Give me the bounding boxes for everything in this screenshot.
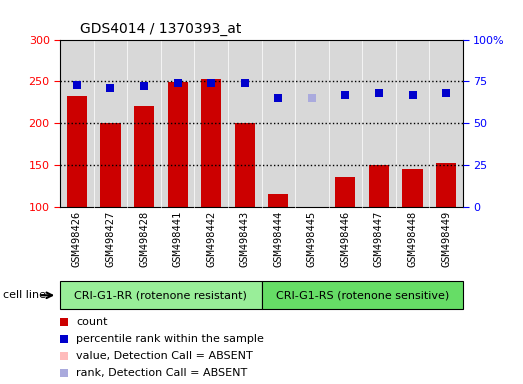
Bar (201, 79, 221, 207)
Text: percentile rank within the sample: percentile rank within the sample (76, 334, 264, 344)
Text: GSM498449: GSM498449 (441, 210, 451, 266)
Text: CRI-G1-RS (rotenone sensitive): CRI-G1-RS (rotenone sensitive) (276, 290, 449, 300)
Text: cell line: cell line (3, 290, 46, 300)
Text: rank, Detection Call = ABSENT: rank, Detection Call = ABSENT (76, 368, 247, 378)
Bar (60, 281, 262, 309)
Bar (167, 82, 188, 207)
Bar (134, 106, 154, 207)
Bar (235, 123, 255, 207)
Text: count: count (76, 317, 108, 327)
Bar (335, 177, 356, 207)
Bar (268, 194, 288, 207)
Text: GSM498427: GSM498427 (106, 210, 116, 266)
Text: CRI-G1-RR (rotenone resistant): CRI-G1-RR (rotenone resistant) (74, 290, 247, 300)
Text: value, Detection Call = ABSENT: value, Detection Call = ABSENT (76, 351, 253, 361)
Text: GSM498428: GSM498428 (139, 210, 149, 266)
Text: GSM498441: GSM498441 (173, 210, 183, 266)
Bar (403, 169, 423, 207)
Text: GSM498446: GSM498446 (340, 210, 350, 266)
Text: GSM498443: GSM498443 (240, 210, 249, 266)
Text: GDS4014 / 1370393_at: GDS4014 / 1370393_at (81, 22, 242, 36)
Bar (262, 281, 463, 309)
Text: GSM498448: GSM498448 (407, 210, 417, 266)
Bar (100, 123, 121, 207)
Text: GSM498447: GSM498447 (374, 210, 384, 266)
Bar (436, 163, 456, 207)
Text: GSM498442: GSM498442 (206, 210, 216, 266)
Text: GSM498444: GSM498444 (274, 210, 283, 266)
Bar (67, 96, 87, 207)
Text: GSM498445: GSM498445 (307, 210, 317, 266)
Text: GSM498426: GSM498426 (72, 210, 82, 266)
Bar (369, 165, 389, 207)
